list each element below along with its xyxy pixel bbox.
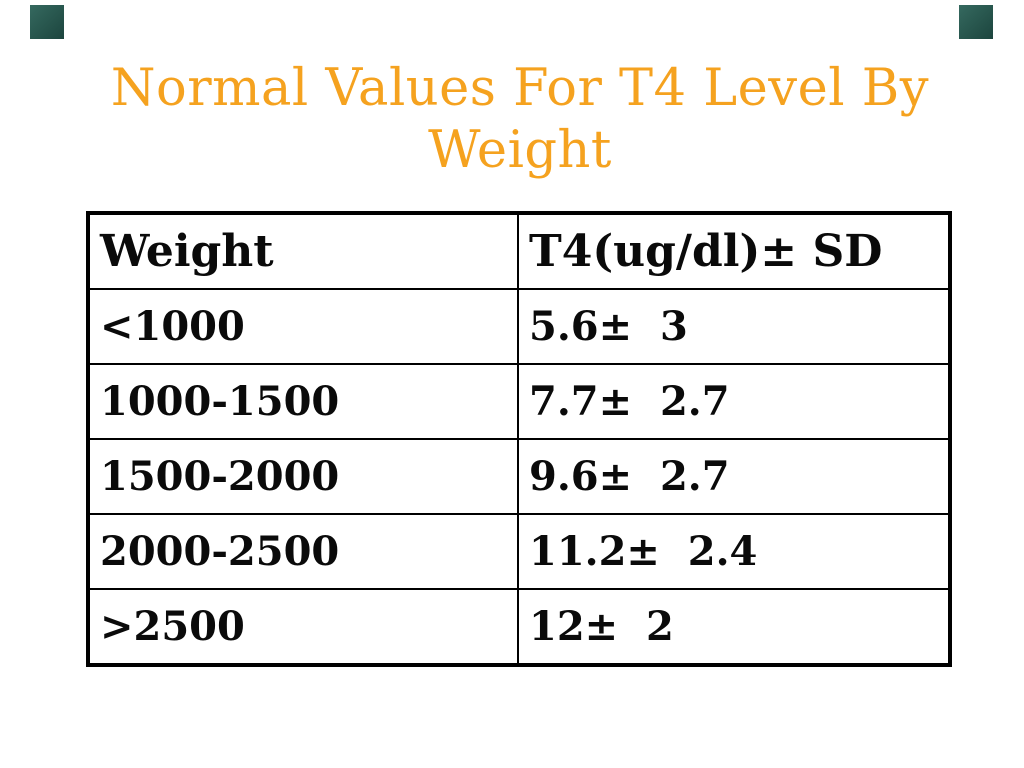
t4-values-table: Weight T4(ug/dl)± SD <1000 5.6± 3 1000-1… xyxy=(86,211,952,667)
page-title: Normal Values For T4 Level By Weight xyxy=(40,58,1000,182)
t4-value-cell: 11.2± 2.4 xyxy=(517,513,951,590)
weight-cell: <1000 xyxy=(87,288,519,365)
t4-value-cell: 9.6± 2.7 xyxy=(517,438,951,515)
weight-cell: 1000-1500 xyxy=(87,363,519,440)
column-header-weight: Weight xyxy=(87,212,519,290)
table-header-row: Weight T4(ug/dl)± SD xyxy=(87,212,951,290)
table-row: <1000 5.6± 3 xyxy=(87,288,951,365)
weight-cell: >2500 xyxy=(87,588,519,666)
column-header-t4: T4(ug/dl)± SD xyxy=(517,212,951,290)
corner-accent-left-icon xyxy=(30,5,64,39)
corner-accent-right-icon xyxy=(959,5,993,39)
t4-value-cell: 5.6± 3 xyxy=(517,288,951,365)
page-title-line2: Weight xyxy=(428,121,612,180)
t4-value-cell: 12± 2 xyxy=(517,588,951,666)
table-row: >2500 12± 2 xyxy=(87,588,951,666)
page-title-line1: Normal Values For T4 Level By xyxy=(110,59,930,118)
weight-cell: 1500-2000 xyxy=(87,438,519,515)
table-row: 2000-2500 11.2± 2.4 xyxy=(87,513,951,590)
table-row: 1500-2000 9.6± 2.7 xyxy=(87,438,951,515)
weight-cell: 2000-2500 xyxy=(87,513,519,590)
t4-value-cell: 7.7± 2.7 xyxy=(517,363,951,440)
table-row: 1000-1500 7.7± 2.7 xyxy=(87,363,951,440)
